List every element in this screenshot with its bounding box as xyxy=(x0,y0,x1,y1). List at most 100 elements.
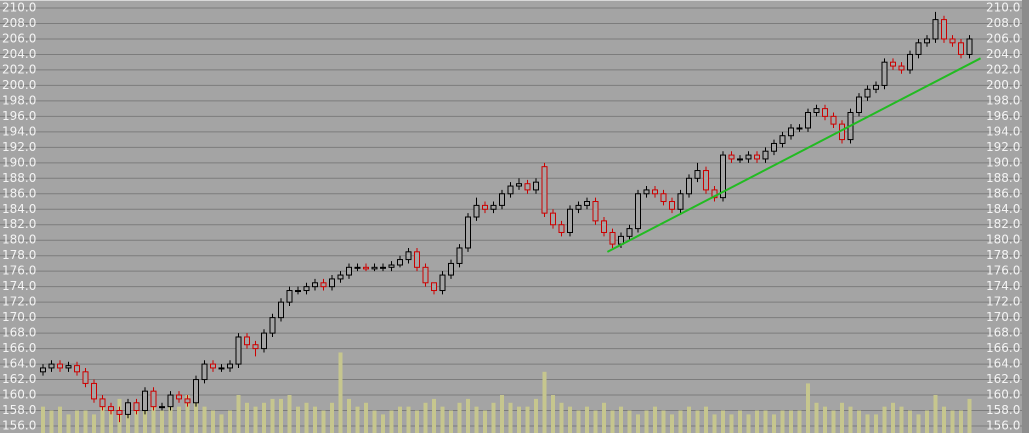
volume-bar xyxy=(704,406,708,433)
candle-body xyxy=(108,406,114,412)
volume-bar xyxy=(789,410,793,433)
candle-body xyxy=(405,251,412,261)
y-tick-label-left: 164.0 xyxy=(2,357,36,371)
volume-bar xyxy=(185,395,190,433)
candle-body xyxy=(601,220,607,233)
y-tick-label-right: 166.0 xyxy=(986,341,1020,355)
candle-body xyxy=(295,290,301,293)
volume-bar xyxy=(806,383,810,433)
y-tick-label-left: 210.0 xyxy=(2,1,36,15)
y-tick-label-left: 192.0 xyxy=(2,140,36,154)
candle-body xyxy=(949,38,956,44)
volume-bar xyxy=(517,406,521,433)
volume-bar xyxy=(338,352,343,433)
scroll-edge xyxy=(1022,0,1029,433)
y-tick-label-left: 196.0 xyxy=(2,109,36,123)
candle-body xyxy=(728,154,735,160)
candle-body xyxy=(643,189,650,195)
y-tick-label-right: 194.0 xyxy=(986,124,1020,138)
candle-body xyxy=(677,193,684,210)
y-tick-label-right: 188.0 xyxy=(986,171,1020,185)
candle-body xyxy=(915,42,922,55)
volume-bar xyxy=(797,410,802,433)
candle-body xyxy=(320,282,327,288)
volume-bar xyxy=(321,410,326,433)
volume-bar xyxy=(355,406,360,433)
volume-bar xyxy=(551,395,555,433)
candle-body xyxy=(873,84,879,90)
y-tick-label-left: 170.0 xyxy=(2,310,36,324)
volume-bar xyxy=(942,406,946,433)
y-tick-label-left: 186.0 xyxy=(2,186,36,200)
candle-body xyxy=(337,274,344,280)
candle-body xyxy=(584,201,590,206)
candle-body xyxy=(703,170,709,191)
volume-bar xyxy=(738,410,742,433)
candle-body xyxy=(150,390,157,408)
volume-bar xyxy=(542,371,547,433)
candle-body xyxy=(516,183,522,187)
volume-bar xyxy=(585,406,589,433)
candle-body xyxy=(57,363,63,369)
candle-body xyxy=(82,371,89,384)
y-tick-label-right: 168.0 xyxy=(986,326,1020,340)
y-tick-label-left: 174.0 xyxy=(2,279,36,293)
volume-bar xyxy=(933,395,938,433)
candle-body xyxy=(694,170,701,179)
volume-bar xyxy=(840,402,844,433)
volume-bar xyxy=(262,402,266,433)
volume-bar xyxy=(610,410,615,433)
candle-body xyxy=(592,201,599,222)
y-tick-label-left: 162.0 xyxy=(2,372,36,386)
candle-body xyxy=(91,382,97,400)
y-tick-label-left: 206.0 xyxy=(2,31,36,45)
y-tick-label-left: 190.0 xyxy=(2,155,36,169)
volume-bar xyxy=(347,398,351,433)
candle-body xyxy=(439,274,446,292)
candle-body xyxy=(167,394,174,408)
y-tick-label-right: 198.0 xyxy=(986,93,1020,107)
y-tick-label-left: 202.0 xyxy=(2,62,36,76)
candle-body xyxy=(227,363,233,369)
volume-bar xyxy=(508,402,513,433)
candle-body xyxy=(142,390,148,412)
volume-bar xyxy=(500,395,504,433)
volume-bar xyxy=(219,414,224,433)
volume-bar xyxy=(75,410,79,433)
candle-body xyxy=(499,193,505,206)
candle-body xyxy=(431,282,437,292)
volume-bar xyxy=(772,414,776,433)
candle-body xyxy=(210,363,216,369)
candle-body xyxy=(201,363,208,381)
y-tick-label-right: 170.0 xyxy=(986,310,1020,324)
candle-body xyxy=(303,286,310,292)
volume-bar xyxy=(636,414,640,433)
y-tick-label-right: 180.0 xyxy=(986,233,1020,247)
y-tick-label-right: 206.0 xyxy=(986,31,1020,45)
candle-body xyxy=(890,61,896,67)
volume-bar xyxy=(678,410,683,433)
candle-body xyxy=(711,189,718,199)
y-tick-label-right: 204.0 xyxy=(986,47,1020,61)
candle-body xyxy=(541,166,548,214)
candle-body xyxy=(567,208,573,233)
volume-bar xyxy=(372,410,377,433)
candle-body xyxy=(244,336,250,346)
volume-bar xyxy=(313,406,317,433)
y-tick-label-left: 188.0 xyxy=(2,171,36,185)
y-tick-label-left: 182.0 xyxy=(2,217,36,231)
volume-bar xyxy=(780,410,785,433)
candle-body xyxy=(397,259,403,266)
y-tick-label-left: 158.0 xyxy=(2,403,36,417)
volume-bar xyxy=(967,398,972,433)
y-tick-label-right: 156.0 xyxy=(986,419,1020,433)
volume-bar xyxy=(279,398,283,433)
y-tick-label-right: 210.0 xyxy=(986,1,1020,15)
volume-bar xyxy=(177,406,181,433)
y-tick-label-left: 204.0 xyxy=(2,47,36,61)
volume-bar xyxy=(83,410,88,433)
volume-bar xyxy=(712,414,717,433)
y-tick-label-left: 194.0 xyxy=(2,124,36,138)
volume-bar xyxy=(406,406,411,433)
